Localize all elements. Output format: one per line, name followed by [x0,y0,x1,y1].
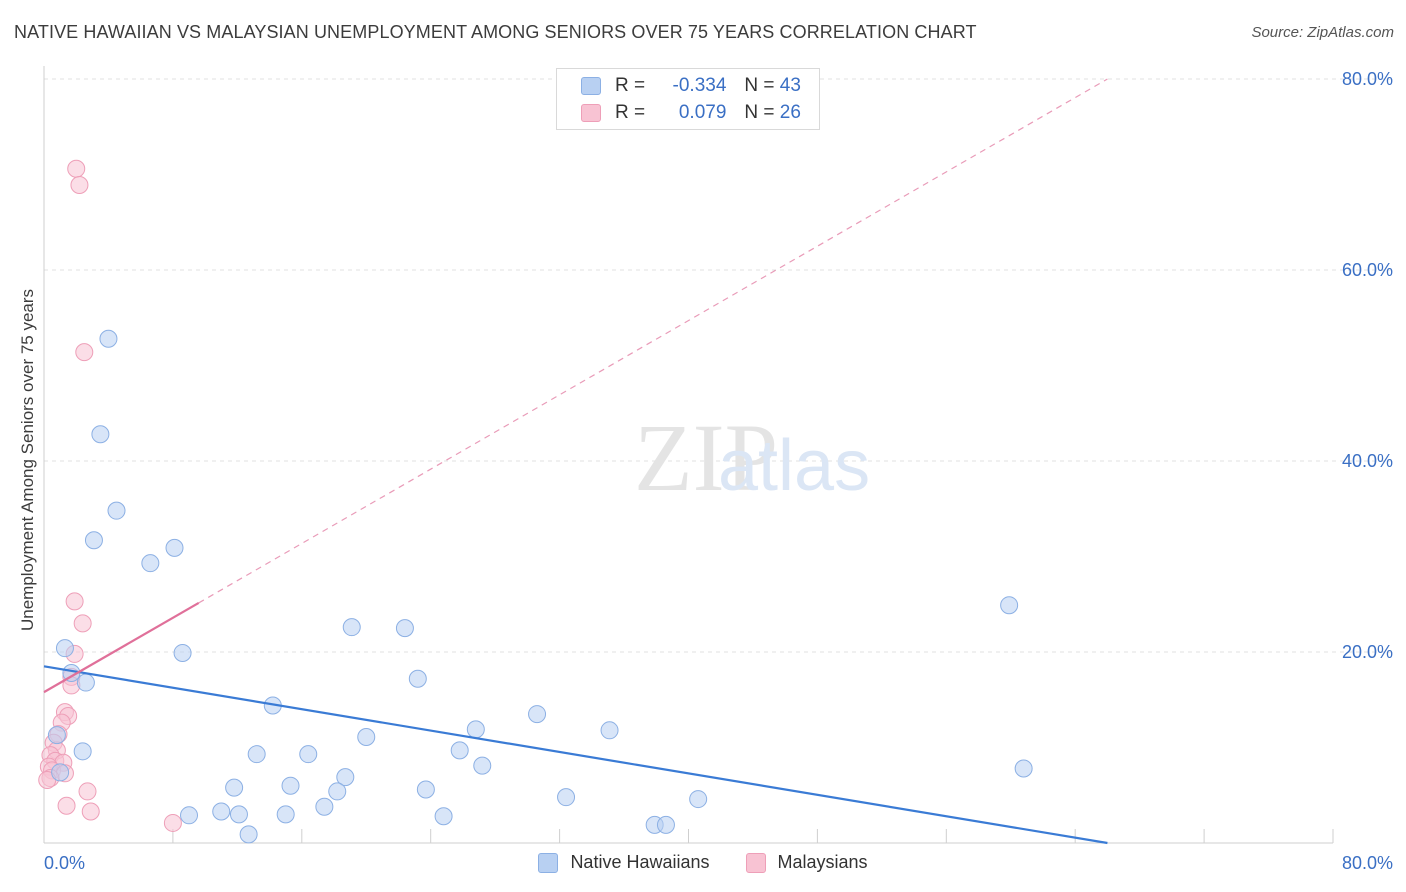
watermark-zip: ZIP [634,404,778,511]
malaysians-point [70,176,89,195]
tick-labels: 20.0% 40.0% 60.0% 80.0% 0.0% 80.0% [44,69,1393,873]
legend-item-malaysians[interactable]: Malaysians [745,852,868,873]
legend-n-value: 26 [779,102,801,123]
native-hawaiians-point [225,778,244,797]
native-hawaiians-point [395,619,414,638]
native-hawaiians-point [141,554,160,573]
legend-item-native-hawaiians[interactable]: Native Hawaiians [538,852,710,873]
legend-swatch-pink [745,852,766,873]
native-hawaiians-point [229,805,248,824]
malaysians-trend-line [43,601,200,694]
native-hawaiians-point [212,802,231,821]
native-hawaiians-point [357,727,376,746]
legend-r-label: R = [615,75,646,96]
source-credit: Source: ZipAtlas.com [1251,24,1394,41]
native-hawaiians-point [99,329,118,348]
y-tick-label: 80.0% [1342,69,1393,89]
native-hawaiians-point [247,745,266,764]
y-tick-label: 40.0% [1342,451,1393,471]
watermark: ZIP atlas [634,404,870,511]
native-hawaiians-point [173,643,192,662]
native-hawaiians-point [239,825,258,844]
legend-n-value: 43 [779,75,801,96]
native-hawaiians-points [47,329,1033,844]
x-tick-label: 80.0% [1342,853,1393,873]
legend-r-value: 0.079 [678,102,727,123]
malaysians-point [81,802,100,821]
native-hawaiians-point [51,763,70,782]
native-hawaiians-point [91,425,110,444]
chart-title: NATIVE HAWAIIAN VS MALAYSIAN UNEMPLOYMEN… [14,22,977,42]
series-legend: Native Hawaiians Malaysians [0,852,1406,873]
legend-label: Malaysians [777,852,868,872]
y-tick-label: 20.0% [1342,642,1393,662]
legend-n-label: N = [744,75,775,96]
legend-swatch-pink [581,104,601,122]
native-hawaiians-point [180,806,199,825]
y-tick-label: 60.0% [1342,260,1393,280]
native-hawaiians-point [315,797,334,816]
native-hawaiians-point [55,639,74,658]
native-hawaiians-point [336,768,355,787]
gridlines [44,78,1392,653]
native-hawaiians-point [299,745,318,764]
native-hawaiians-point [328,782,347,801]
native-hawaiians-point [276,805,295,824]
native-hawaiians-point [1014,759,1033,778]
legend-label: Native Hawaiians [570,852,710,872]
native-hawaiians-point [76,673,95,692]
native-hawaiians-point [342,618,361,637]
legend-swatch-blue [538,852,559,873]
native-hawaiians-point [416,780,435,799]
legend-n-label: N = [744,102,775,123]
legend-row-malaysians: R = 0.079 N = 26 [581,102,801,124]
legend-r-label: R = [615,102,646,123]
native-hawaiians-point [1000,596,1019,615]
malaysians-point [163,813,182,832]
watermark-atlas: atlas [718,426,870,506]
legend-r-value: -0.334 [672,75,727,96]
stats-legend: R = -0.334 N = 43 R = 0.079 N = 26 [556,68,820,130]
native-hawaiians-point [557,788,576,807]
native-hawaiians-point [450,741,469,760]
native-hawaiians-point [408,669,427,688]
axes [43,66,1334,844]
trend-lines [43,78,1108,845]
malaysians-point [67,159,86,178]
legend-swatch-blue [581,77,601,95]
malaysians-trend-extension [198,78,1108,604]
malaysians-point [57,796,76,815]
malaysians-point [75,343,94,362]
native-hawaiians-point [281,776,300,795]
native-hawaiians-trend-line [43,665,1108,845]
malaysians-point [73,614,92,633]
legend-row-native-hawaiians: R = -0.334 N = 43 [581,75,801,97]
native-hawaiians-point [434,807,453,826]
native-hawaiians-point [84,531,103,550]
native-hawaiians-point [600,721,619,740]
native-hawaiians-point [165,538,184,557]
native-hawaiians-point [73,742,92,761]
native-hawaiians-point [473,756,492,775]
native-hawaiians-point [656,815,675,834]
native-hawaiians-point [47,726,66,745]
malaysians-point [78,782,97,801]
native-hawaiians-point [466,720,485,739]
native-hawaiians-point [689,790,708,809]
malaysians-point [65,592,84,611]
x-tick-label: 0.0% [44,853,85,873]
native-hawaiians-point [528,705,547,724]
native-hawaiians-point [107,501,126,520]
